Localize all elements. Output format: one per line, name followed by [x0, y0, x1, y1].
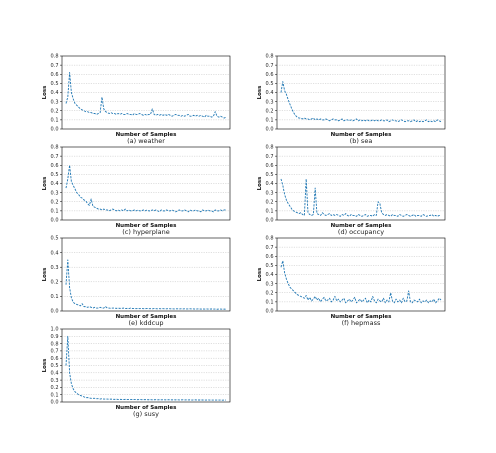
y-tick-label: 0.6 — [51, 356, 59, 362]
x-axis-label: Number of Samples — [116, 314, 178, 320]
y-tick-label: 0.8 — [51, 145, 59, 151]
y-tick-label: 0.3 — [51, 190, 59, 196]
y-tick-label: 0.1 — [51, 118, 59, 124]
subplot-3: 0.0 0.1 0.2 0.3 0.4 0.5 0.6 0.7 0.8 Loss Number of… — [42, 145, 231, 236]
y-tick-label: 0.0 — [266, 309, 274, 315]
y-tick-label: 0.3 — [51, 99, 59, 105]
subplot-caption: (b) sea — [350, 137, 373, 145]
y-tick-label: 0.9 — [51, 334, 59, 340]
y-tick-label: 0.7 — [266, 245, 274, 251]
subplot-caption: (c) hyperplane — [122, 228, 170, 236]
loss-series-line — [65, 164, 226, 213]
y-tick-label: 0.6 — [51, 163, 59, 169]
y-tick-label: 0.0 — [51, 400, 59, 406]
y-tick-label: 0.0 — [51, 309, 59, 315]
y-tick-label: 0.3 — [51, 265, 59, 271]
y-tick-label: 0.1 — [266, 209, 274, 215]
y-tick-label: 0.4 — [51, 181, 59, 187]
plot-frame — [61, 237, 231, 312]
y-tick-label: 0.5 — [51, 81, 59, 87]
y-tick-label: 0.2 — [51, 385, 59, 391]
y-tick-label: 0.2 — [51, 199, 59, 205]
y-axis-label: Loss — [257, 85, 263, 100]
y-tick-label: 0.2 — [51, 280, 59, 286]
loss-series-line — [280, 178, 441, 217]
loss-series-line — [280, 260, 442, 304]
subplot-2: 0.0 0.1 0.2 0.3 0.4 0.5 0.6 0.7 0.8 Loss Number of… — [257, 54, 446, 145]
subplot-5: 0.0 0.1 0.2 0.3 0.4 0.5 Loss Number of Samples(… — [42, 236, 231, 327]
y-tick-label: 0.4 — [51, 250, 59, 256]
y-tick-label: 0.7 — [266, 63, 274, 69]
y-tick-label: 0.7 — [51, 349, 59, 355]
subplot-caption: (d) occupancy — [338, 228, 384, 236]
y-tick-label: 0.7 — [266, 154, 274, 160]
y-axis-label: Loss — [42, 85, 48, 100]
subplot-1: 0.0 0.1 0.2 0.3 0.4 0.5 0.6 0.7 0.8 Loss Number of… — [42, 54, 231, 145]
y-tick-label: 0.1 — [51, 392, 59, 398]
x-axis-label: Number of Samples — [331, 223, 393, 229]
subplot-caption: (g) susy — [133, 410, 159, 418]
y-tick-label: 0.7 — [51, 63, 59, 69]
y-tick-label: 0.0 — [266, 218, 274, 224]
y-axis-label: Loss — [257, 176, 263, 191]
y-tick-label: 0.1 — [51, 294, 59, 300]
y-tick-label: 0.7 — [51, 154, 59, 160]
y-tick-label: 0.5 — [51, 236, 59, 242]
y-tick-label: 1.0 — [51, 327, 59, 333]
y-tick-label: 0.5 — [51, 172, 59, 178]
y-tick-label: 0.3 — [266, 281, 274, 287]
y-axis-label: Loss — [42, 358, 48, 373]
y-tick-label: 0.1 — [266, 300, 274, 306]
y-tick-label: 0.1 — [266, 118, 274, 124]
y-tick-label: 0.5 — [51, 363, 59, 369]
subplot-caption: (a) weather — [127, 137, 165, 145]
y-tick-label: 0.6 — [51, 72, 59, 78]
y-tick-label: 0.5 — [266, 263, 274, 269]
y-tick-label: 0.0 — [266, 127, 274, 133]
subplot-4: 0.0 0.1 0.2 0.3 0.4 0.5 0.6 0.7 0.8 Loss Number of… — [257, 145, 446, 236]
subplot-caption: (e) kddcup — [129, 319, 164, 327]
x-axis-label: Number of Samples — [331, 132, 393, 138]
y-tick-label: 0.0 — [51, 127, 59, 133]
y-tick-label: 0.4 — [266, 181, 274, 187]
y-tick-label: 0.2 — [266, 199, 274, 205]
subplot-6: 0.0 0.1 0.2 0.3 0.4 0.5 0.6 0.7 0.8 Loss Number of… — [257, 236, 446, 327]
y-tick-label: 0.6 — [266, 254, 274, 260]
loss-series-line — [280, 81, 442, 123]
x-axis-label: Number of Samples — [116, 223, 178, 229]
y-tick-label: 0.4 — [266, 90, 274, 96]
loss-series-line — [65, 259, 227, 310]
y-axis-label: Loss — [257, 267, 263, 282]
y-tick-label: 0.3 — [266, 99, 274, 105]
y-tick-label: 0.5 — [266, 172, 274, 178]
loss-series-line — [65, 335, 226, 401]
x-axis-label: Number of Samples — [116, 132, 178, 138]
loss-series-line — [65, 71, 227, 119]
y-tick-label: 0.6 — [266, 163, 274, 169]
y-tick-label: 0.8 — [266, 145, 274, 151]
y-tick-label: 0.8 — [51, 341, 59, 347]
y-tick-label: 0.2 — [266, 290, 274, 296]
y-tick-label: 0.2 — [266, 108, 274, 114]
y-tick-label: 0.2 — [51, 108, 59, 114]
subplot-7: 0.0 0.10.20.30.4 0.50.60.7 0.80.91.0 Loss Num… — [42, 327, 231, 418]
y-tick-label: 0.4 — [51, 90, 59, 96]
y-axis-label: Loss — [42, 267, 48, 282]
y-tick-label: 0.0 — [51, 218, 59, 224]
y-tick-label: 0.4 — [266, 272, 274, 278]
y-tick-label: 0.8 — [266, 236, 274, 242]
y-tick-label: 0.8 — [266, 54, 274, 60]
subplot-caption: (f) hepmass — [342, 319, 381, 327]
y-tick-label: 0.8 — [51, 54, 59, 60]
x-axis-label: Number of Samples — [116, 405, 178, 411]
y-tick-label: 0.1 — [51, 209, 59, 215]
y-tick-label: 0.5 — [266, 81, 274, 87]
y-tick-label: 0.3 — [266, 190, 274, 196]
y-axis-label: Loss — [42, 176, 48, 191]
y-tick-label: 0.3 — [51, 378, 59, 384]
y-tick-label: 0.6 — [266, 72, 274, 78]
x-axis-label: Number of Samples — [331, 314, 393, 320]
y-tick-label: 0.4 — [51, 371, 59, 377]
